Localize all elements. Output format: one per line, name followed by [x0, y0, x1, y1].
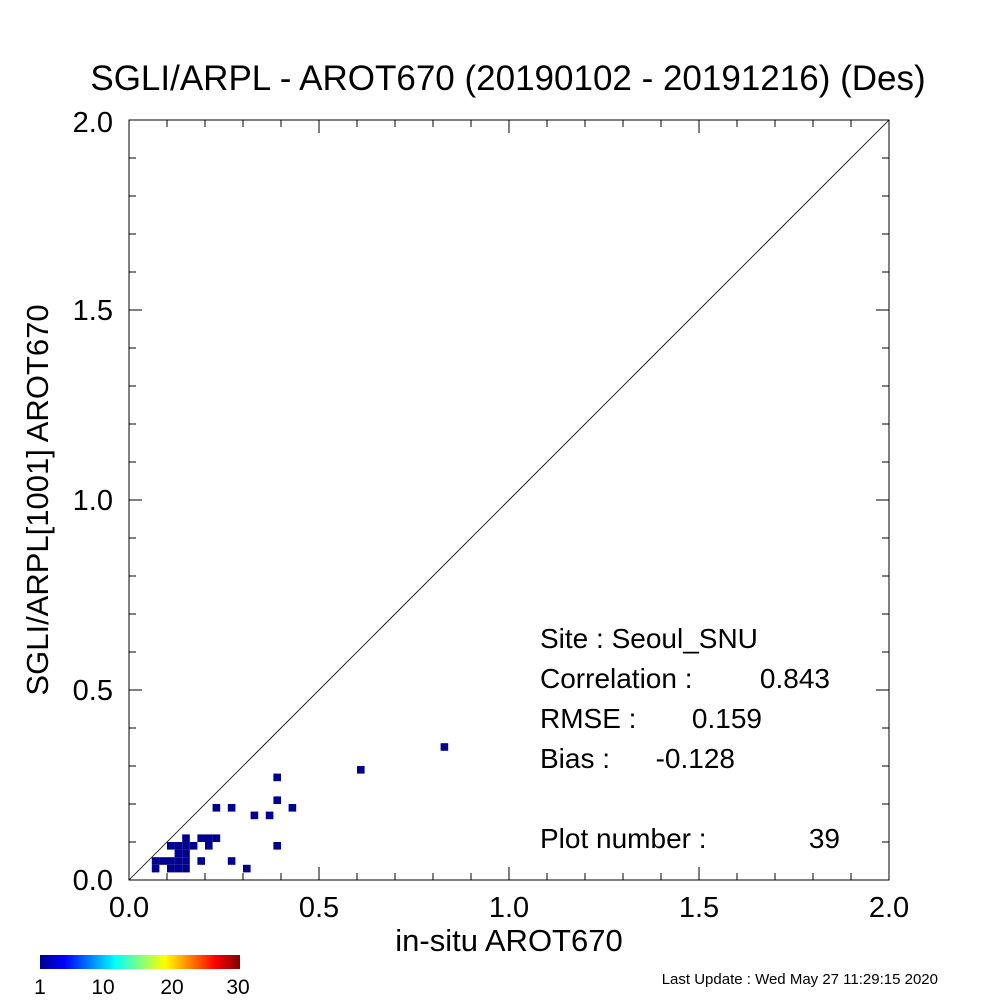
x-tick-label: 1.0 [489, 892, 529, 924]
data-point [273, 842, 281, 850]
y-tick-label: 1.5 [73, 295, 113, 327]
stat-correlation-value: 0.843 [760, 663, 830, 694]
chart-title: SGLI/ARPL - AROT670 (20190102 - 20191216… [90, 59, 925, 98]
data-point [288, 804, 297, 812]
data-point [197, 857, 205, 865]
last-update: Last Update : Wed May 27 11:29:15 2020 [662, 971, 938, 988]
y-tick-label: 2.0 [73, 107, 113, 139]
data-point [174, 849, 183, 858]
data-point [174, 864, 183, 873]
data-point [174, 842, 183, 850]
data-point [182, 864, 190, 873]
data-point [227, 857, 236, 865]
y-axis-label: SGLI/ARPL[1001] AROT670 [20, 304, 55, 695]
data-point [357, 766, 365, 774]
stat-site: Site : Seoul_SNU [540, 623, 758, 654]
y-tick-label: 0.5 [73, 675, 113, 707]
data-point [159, 857, 167, 865]
stat-rmse-value: 0.159 [692, 703, 762, 734]
x-tick-label: 0.5 [299, 892, 339, 924]
data-point [265, 811, 274, 820]
x-tick-label: 2.0 [869, 892, 909, 924]
stat-plot-number-label: Plot number : [540, 823, 707, 854]
data-point [205, 834, 213, 842]
stat-bias-label: Bias : [540, 743, 610, 774]
x-axis-label: in-situ AROT670 [395, 923, 622, 958]
data-point [227, 804, 236, 812]
minor-ticks [128, 119, 890, 881]
data-point [189, 842, 198, 850]
data-point [212, 834, 221, 842]
data-point [182, 842, 190, 850]
data-point [151, 857, 160, 865]
data-point [182, 834, 190, 842]
stat-bias-value: -0.128 [656, 743, 735, 774]
data-point [212, 804, 221, 812]
colorbar-label: 20 [160, 976, 183, 999]
colorbar-label: 10 [91, 976, 114, 999]
data-point [440, 743, 449, 751]
one-to-one-line [128, 119, 890, 881]
data-point [182, 849, 190, 858]
data-point [243, 864, 251, 873]
data-point [273, 773, 281, 782]
stat-rmse-label: RMSE : [540, 703, 636, 734]
colorbar-label: 1 [34, 976, 46, 999]
x-tick-label: 0.0 [109, 892, 149, 924]
data-point [151, 864, 160, 873]
colorbar [40, 955, 240, 969]
data-point [182, 857, 190, 865]
data-point [167, 857, 175, 865]
data-point [250, 811, 259, 820]
data-point [167, 842, 175, 850]
data-point [167, 864, 175, 873]
stat-correlation-label: Correlation : [540, 663, 693, 694]
data-point [174, 857, 183, 865]
data-point [197, 834, 205, 842]
data-point [205, 842, 213, 850]
x-tick-label: 1.5 [679, 892, 719, 924]
data-points [151, 743, 449, 873]
y-tick-label: 0.0 [73, 865, 113, 897]
y-tick-label: 1.0 [73, 485, 113, 517]
data-point [273, 796, 281, 804]
stat-plot-number-value: 39 [809, 823, 840, 854]
colorbar-label: 30 [226, 976, 249, 999]
